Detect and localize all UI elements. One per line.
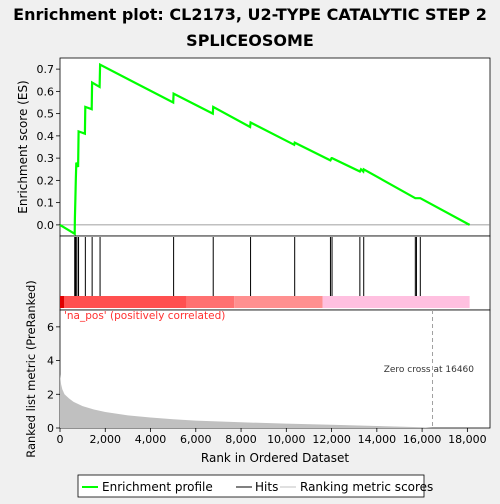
x-tick-label: 14,000 [358, 433, 397, 446]
heat-band [60, 296, 187, 308]
metric-y-tick-label: 6 [47, 321, 54, 334]
x-tick-label: 2,000 [90, 433, 122, 446]
metric-y-tick-label: 0 [47, 422, 54, 435]
x-tick-label: 10,000 [267, 433, 306, 446]
heat-band [322, 296, 470, 308]
chart-title-line1: Enrichment plot: CL2173, U2-TYPE CATALYT… [13, 5, 487, 24]
annotation-positive: 'na_pos' (positively correlated) [64, 310, 225, 322]
x-tick-label: 6,000 [180, 433, 212, 446]
es-y-ticks: 0.0 0.1 0.2 0.3 0.4 0.5 0.6 0.7 [37, 63, 60, 232]
legend-enrichment-label: Enrichment profile [102, 480, 213, 494]
es-y-tick-label: 0.5 [37, 108, 55, 121]
metric-y-tick-label: 4 [47, 355, 54, 368]
es-y-tick-label: 0.0 [37, 219, 55, 232]
x-tick-label: 12,000 [312, 433, 351, 446]
x-axis-label: Rank in Ordered Dataset [201, 451, 349, 465]
es-y-tick-label: 0.1 [37, 197, 55, 210]
metric-y-label: Ranked list metric (PreRanked) [24, 280, 38, 458]
annotation-zero-cross: Zero cross at 16460 [384, 365, 475, 375]
legend-metric-label: Ranking metric scores [300, 480, 433, 494]
es-series-line [59, 62, 471, 236]
metric-area-group [60, 374, 470, 428]
heat-band [186, 296, 235, 308]
es-y-tick-label: 0.3 [37, 152, 55, 165]
es-y-label: Enrichment score (ES) [16, 80, 30, 213]
metric-y-ticks: 0 2 4 6 [47, 321, 60, 435]
heat-band-start [60, 296, 64, 308]
metric-panel [59, 309, 491, 429]
chart-title-line2: SPLICEOSOME [186, 31, 314, 50]
es-curve-group [59, 62, 471, 236]
metric-y-tick-label: 2 [47, 388, 54, 401]
x-tick-label: 8,000 [225, 433, 257, 446]
hits-group [74, 237, 421, 296]
metric-area-fill [60, 374, 470, 428]
es-y-tick-label: 0.7 [37, 63, 55, 76]
metric-x-ticks: 0 2,000 4,000 6,000 8,000 10,000 12,000 14,000 1… [57, 428, 487, 446]
x-tick-label: 18,000 [448, 433, 487, 446]
x-tick-label: 16,000 [403, 433, 442, 446]
heat-band [234, 296, 323, 308]
es-y-tick-label: 0.4 [37, 130, 55, 143]
heat-bands [60, 296, 470, 308]
es-y-tick-label: 0.2 [37, 174, 55, 187]
es-panel [59, 57, 491, 237]
legend-hits-label: Hits [255, 480, 278, 494]
x-tick-label: 4,000 [135, 433, 167, 446]
x-tick-label: 0 [57, 433, 64, 446]
es-y-tick-label: 0.6 [37, 85, 55, 98]
legend-box [77, 474, 425, 498]
